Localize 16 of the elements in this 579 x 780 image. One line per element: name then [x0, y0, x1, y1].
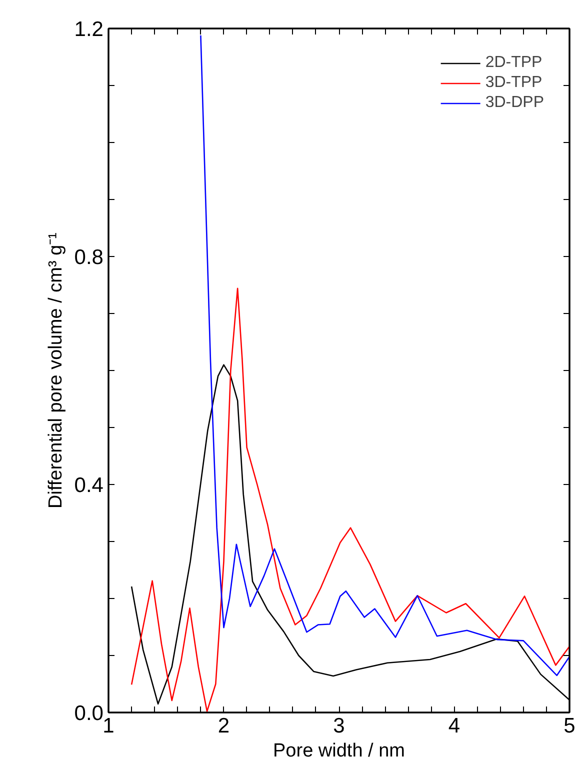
line-series — [200, 34, 570, 676]
x-tick-label: 3 — [333, 714, 345, 738]
y-tick-label: 1.2 — [74, 18, 104, 41]
x-tick-label: 2 — [218, 714, 230, 738]
legend-label: 3D-TPP — [485, 74, 542, 92]
x-tick-label: 1 — [102, 714, 114, 738]
y-tick-label: 0.8 — [74, 246, 104, 269]
x-axis-title: Pore width / nm — [273, 740, 405, 762]
x-tick-label: 4 — [448, 714, 460, 738]
y-tick-label: 0.0 — [74, 702, 104, 725]
y-axis-title: Differential pore volume / cm³ g⁻¹ — [45, 232, 66, 508]
legend-label: 2D-TPP — [485, 54, 542, 72]
legend-label: 3D-DPP — [485, 94, 544, 112]
line-series — [130, 288, 570, 712]
x-tick-label: 5 — [564, 714, 576, 738]
y-tick-label: 0.4 — [74, 474, 104, 497]
